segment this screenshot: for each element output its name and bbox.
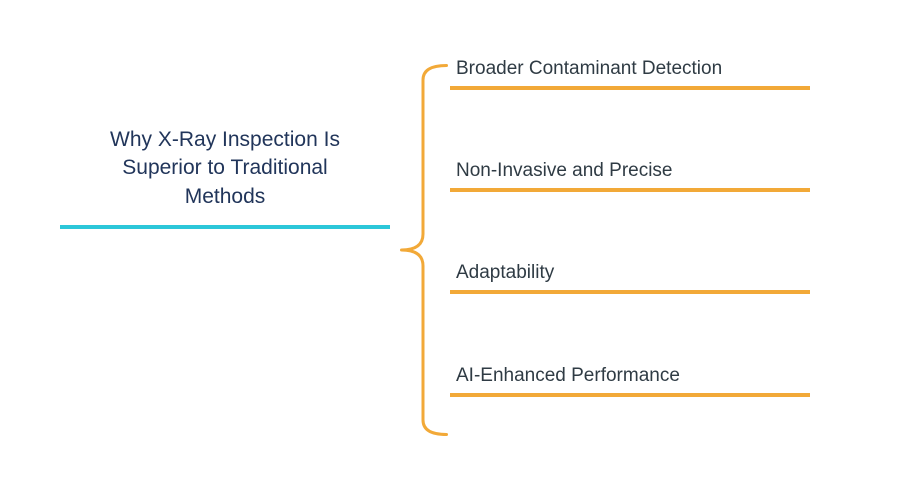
branch-item: Non-Invasive and Precise (450, 160, 810, 192)
root-node: Why X-Ray Inspection IsSuperior to Tradi… (60, 126, 390, 229)
branch-underline (450, 290, 810, 294)
branch-label: Broader Contaminant Detection (450, 58, 810, 86)
diagram-canvas: Why X-Ray Inspection IsSuperior to Tradi… (0, 0, 900, 500)
branch-underline (450, 393, 810, 397)
root-title: Why X-Ray Inspection IsSuperior to Tradi… (60, 126, 390, 211)
branch-label: AI-Enhanced Performance (450, 365, 810, 393)
root-underline (60, 225, 390, 229)
brace (398, 64, 448, 436)
branch-underline (450, 86, 810, 90)
branch-underline (450, 188, 810, 192)
branch-label: Adaptability (450, 262, 810, 290)
branch-item: Broader Contaminant Detection (450, 58, 810, 90)
branch-item: AI-Enhanced Performance (450, 365, 810, 397)
branch-item: Adaptability (450, 262, 810, 294)
branch-label: Non-Invasive and Precise (450, 160, 810, 188)
